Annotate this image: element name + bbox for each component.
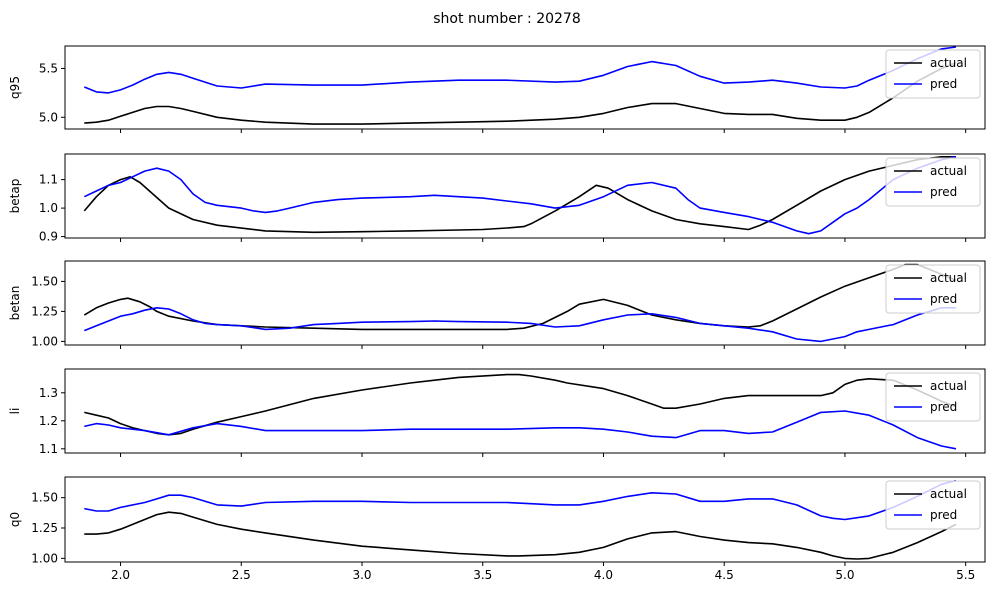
- legend: actual pred: [885, 157, 981, 207]
- x-tick-label: 4.5: [715, 568, 734, 582]
- y-tick-label: 1.1: [39, 173, 58, 187]
- y-tick-label: 1.50: [31, 274, 58, 288]
- subplot-li: 1.1 1.2 1.3 li actual pred: [8, 368, 986, 457]
- subplot-betan: 1.00 1.25 1.50 betan actual pred: [8, 260, 986, 349]
- y-tick-label: 1.00: [31, 551, 58, 565]
- subplots: 5.0 5.5 q95 actual pred 0.9 1.0 1.1 betap actual p…: [8, 45, 986, 582]
- y-axis-label: q0: [8, 512, 22, 527]
- legend-box: [885, 372, 981, 422]
- y-tick-label: 1.25: [31, 304, 58, 318]
- legend-box: [885, 480, 981, 530]
- y-tick-label: 1.25: [31, 521, 58, 535]
- legend: actual pred: [885, 264, 981, 314]
- y-tick-label: 1.50: [31, 491, 58, 505]
- axes-frame: [64, 260, 986, 346]
- subplot-q95: 5.0 5.5 q95 actual pred: [8, 45, 986, 133]
- legend-box: [885, 264, 981, 314]
- legend-box: [885, 49, 981, 99]
- legend-label-pred: pred: [930, 400, 957, 414]
- x-tick-label: 2.5: [232, 568, 251, 582]
- legend-label-pred: pred: [930, 77, 957, 91]
- subplot-betap: 0.9 1.0 1.1 betap actual pred: [8, 153, 986, 244]
- y-tick-label: 5.5: [39, 61, 58, 75]
- axes-frame: [64, 45, 986, 130]
- y-tick-label: 1.3: [39, 386, 58, 400]
- legend-label-pred: pred: [930, 292, 957, 306]
- legend-label-actual: actual: [930, 379, 967, 393]
- axes-frame: [64, 476, 986, 563]
- legend: actual pred: [885, 49, 981, 99]
- y-axis-label: q95: [8, 76, 22, 99]
- legend-label-actual: actual: [930, 164, 967, 178]
- y-axis-label: betap: [8, 179, 22, 214]
- legend-label-pred: pred: [930, 508, 957, 522]
- x-tick-label: 4.0: [594, 568, 613, 582]
- legend-label-actual: actual: [930, 56, 967, 70]
- axes-frame: [64, 368, 986, 454]
- x-tick-label: 5.0: [835, 568, 854, 582]
- series-line-pred: [84, 307, 956, 343]
- y-tick-label: 5.0: [39, 110, 58, 124]
- legend-label-actual: actual: [930, 271, 967, 285]
- subplot-q0: 1.00 1.25 1.50 2.0 2.5 3.0 3.5 4.0 4.5 5.0 5.5 q0 ac…: [8, 476, 986, 582]
- y-axis-label: betan: [8, 286, 22, 321]
- series-line-pred: [83, 156, 957, 235]
- y-tick-label: 0.9: [39, 230, 58, 244]
- y-tick-label: 1.2: [39, 414, 58, 428]
- series-line-pred: [84, 479, 957, 521]
- x-tick-label: 3.5: [473, 568, 492, 582]
- y-axis-label: li: [8, 408, 22, 415]
- series-line-actual: [84, 61, 957, 125]
- x-tick-label: 3.0: [352, 568, 371, 582]
- x-tick-label: 2.0: [111, 568, 130, 582]
- series-line-actual: [84, 511, 957, 560]
- y-tick-label: 1.0: [39, 201, 58, 215]
- legend-box: [885, 157, 981, 207]
- series-line-pred: [83, 46, 957, 94]
- series-line-actual: [83, 156, 956, 234]
- y-tick-label: 1.00: [31, 334, 58, 348]
- legend: actual pred: [885, 372, 981, 422]
- legend: actual pred: [885, 480, 981, 530]
- legend-label-actual: actual: [930, 487, 967, 501]
- axes-frame: [64, 153, 986, 239]
- figure-title: shot number : 20278: [433, 11, 580, 27]
- series-line-pred: [84, 410, 957, 450]
- legend-label-pred: pred: [930, 185, 957, 199]
- x-tick-label: 5.5: [956, 568, 975, 582]
- y-tick-label: 1.1: [39, 442, 58, 456]
